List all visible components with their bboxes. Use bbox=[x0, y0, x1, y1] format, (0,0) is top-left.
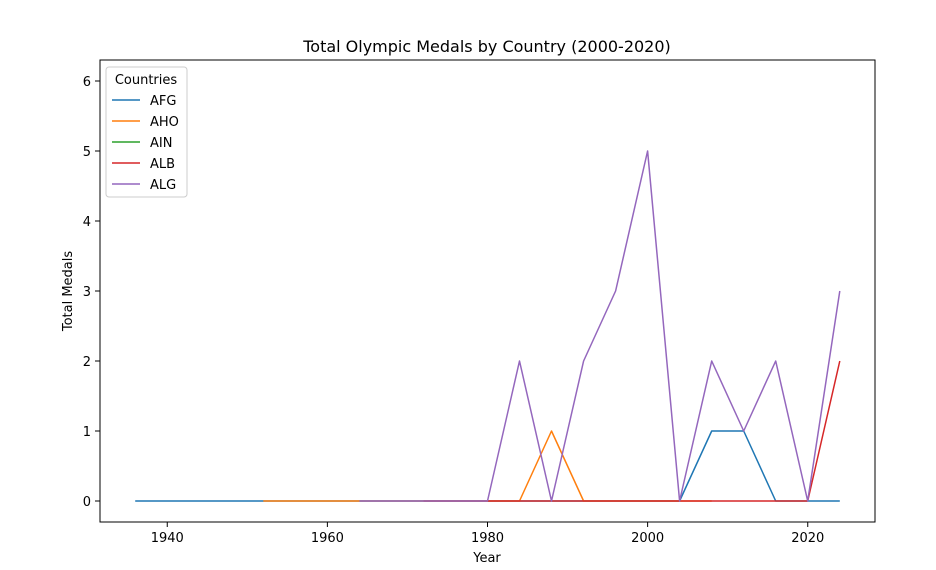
legend-entries: AFG AHO AIN ALB ALG bbox=[112, 94, 179, 193]
y-tick-label: 6 bbox=[83, 75, 91, 90]
plot-frame bbox=[99, 59, 876, 523]
series-line-aho bbox=[263, 430, 712, 502]
legend-label-alg: ALG bbox=[150, 178, 176, 193]
series-line-alb bbox=[423, 360, 841, 502]
chart-title: Total Olympic Medals by Country (2000-20… bbox=[302, 37, 671, 56]
x-tick-label: 2020 bbox=[791, 531, 824, 546]
series-line-afg bbox=[135, 430, 840, 502]
legend-label-aho: AHO bbox=[150, 115, 179, 130]
legend-title: Countries bbox=[115, 73, 178, 88]
x-axis-label: Year bbox=[472, 551, 501, 566]
y-tick-label: 2 bbox=[83, 355, 91, 370]
legend: Countries AFG AHO AIN ALB ALG bbox=[105, 66, 188, 198]
y-tick-label: 0 bbox=[83, 495, 91, 510]
series-layer bbox=[135, 150, 841, 502]
y-tick-label: 3 bbox=[83, 285, 91, 300]
x-tick-label: 2000 bbox=[631, 531, 664, 546]
y-axis: 0 1 2 3 4 5 6 bbox=[83, 75, 100, 510]
legend-label-alb: ALB bbox=[150, 157, 175, 172]
y-tick-label: 5 bbox=[83, 145, 91, 160]
y-tick-label: 4 bbox=[83, 215, 91, 230]
series-line-alg bbox=[359, 150, 841, 502]
legend-label-ain: AIN bbox=[150, 136, 172, 151]
y-axis-label: Total Medals bbox=[61, 251, 76, 333]
x-tick-label: 1960 bbox=[311, 531, 344, 546]
legend-label-afg: AFG bbox=[150, 94, 176, 109]
x-tick-label: 1940 bbox=[151, 531, 184, 546]
y-tick-label: 1 bbox=[83, 425, 91, 440]
x-tick-label: 1980 bbox=[471, 531, 504, 546]
x-axis: 1940 1960 1980 2000 2020 bbox=[151, 522, 824, 546]
